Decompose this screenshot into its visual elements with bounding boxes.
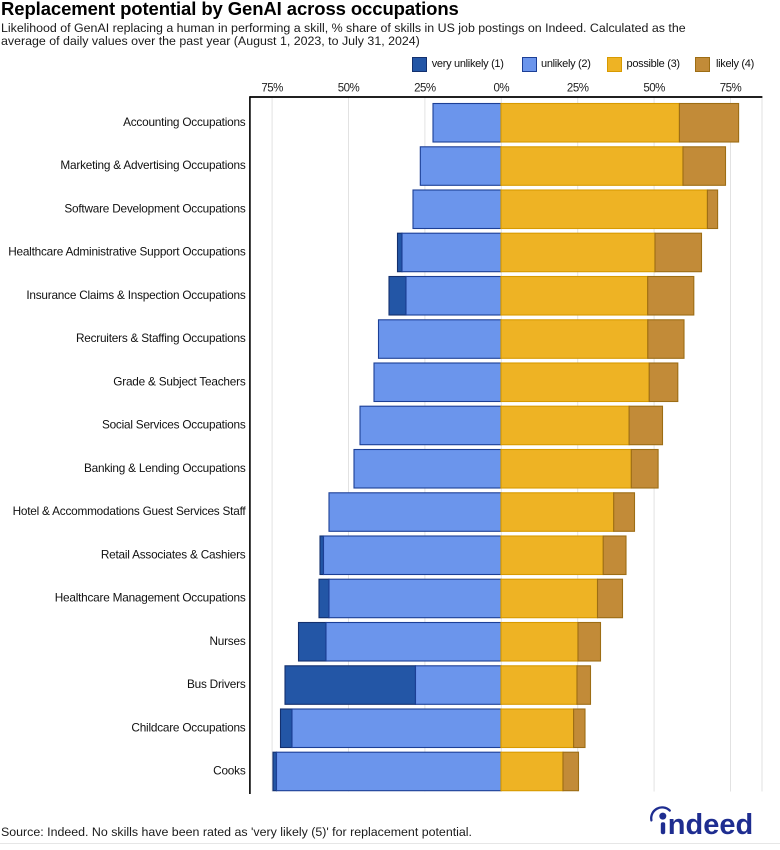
- svg-text:Accounting Occupations: Accounting Occupations: [123, 115, 246, 129]
- svg-text:Recruiters & Staffing Occupati: Recruiters & Staffing Occupations: [76, 331, 246, 345]
- svg-text:50%: 50%: [338, 82, 360, 94]
- svg-text:75%: 75%: [720, 82, 742, 94]
- svg-text:50%: 50%: [643, 82, 665, 94]
- svg-text:Healthcare Management Occupati: Healthcare Management Occupations: [55, 591, 246, 605]
- svg-text:Healthcare Administrative Supp: Healthcare Administrative Support Occupa…: [8, 245, 246, 259]
- svg-text:Grade & Subject Teachers: Grade & Subject Teachers: [113, 374, 246, 388]
- svg-text:75%: 75%: [261, 82, 283, 94]
- svg-text:25%: 25%: [567, 82, 589, 94]
- svg-text:Retail Associates & Cashiers: Retail Associates & Cashiers: [101, 548, 246, 562]
- svg-text:Insurance Claims & Inspection: Insurance Claims & Inspection Occupation…: [26, 288, 245, 302]
- svg-text:Software Development Occupatio: Software Development Occupations: [64, 201, 245, 215]
- svg-text:Nurses: Nurses: [209, 634, 245, 648]
- svg-text:Social Services Occupations: Social Services Occupations: [102, 418, 246, 432]
- svg-text:ndeed: ndeed: [668, 809, 753, 841]
- svg-text:25%: 25%: [414, 82, 436, 94]
- svg-text:Hotel & Accommodations Guest S: Hotel & Accommodations Guest Services St…: [13, 504, 247, 518]
- svg-text:Bus Drivers: Bus Drivers: [187, 677, 246, 691]
- svg-text:Banking & Lending Occupations: Banking & Lending Occupations: [84, 461, 246, 475]
- svg-text:Cooks: Cooks: [213, 764, 246, 778]
- svg-text:Childcare Occupations: Childcare Occupations: [131, 721, 245, 735]
- svg-text:Marketing & Advertising Occupa: Marketing & Advertising Occupations: [60, 158, 245, 172]
- svg-text:0%: 0%: [493, 82, 509, 94]
